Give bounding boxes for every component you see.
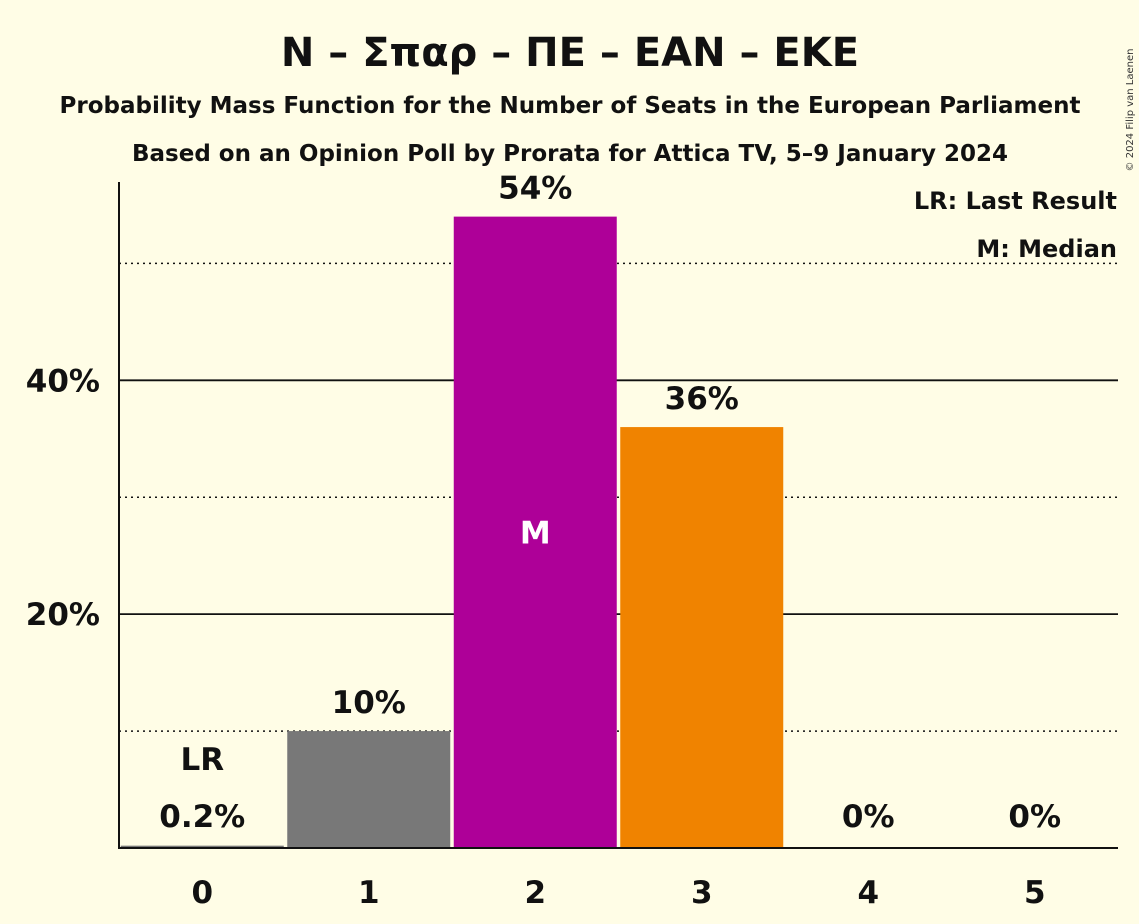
bar-0	[120, 845, 284, 848]
median-marker: M	[520, 515, 551, 551]
x-tick-label: 1	[358, 875, 380, 911]
legend-median: M: Median	[976, 235, 1117, 263]
x-tick-label: 2	[524, 875, 546, 911]
bar-1	[287, 731, 451, 848]
value-label-4: 0%	[842, 799, 895, 835]
x-tick-label: 0	[191, 875, 213, 911]
x-axis-ticks: 0 1 2 3 4 5	[191, 875, 1045, 911]
value-labels: 0.2% 10% 54% 36% 0% 0% LR M	[159, 171, 1061, 835]
gridlines	[119, 262, 1118, 732]
chart-subtitle: Probability Mass Function for the Number…	[60, 93, 1081, 119]
x-tick-label: 5	[1024, 875, 1046, 911]
chart-title: N – Σπαρ – ΠΕ – ΕΑΝ – ΕΚΕ	[281, 30, 859, 76]
value-label-2: 54%	[498, 171, 572, 207]
chart-subtitle-source: Based on an Opinion Poll by Prorata for …	[132, 141, 1008, 167]
y-axis-ticks: 20% 40%	[26, 363, 100, 633]
bar-2	[453, 216, 617, 849]
bar-3	[620, 427, 784, 848]
legend-last-result: LR: Last Result	[914, 187, 1117, 215]
value-label-0: 0.2%	[159, 799, 245, 835]
value-label-1: 10%	[332, 685, 406, 721]
y-tick-label: 20%	[26, 597, 100, 633]
bars	[120, 216, 784, 849]
copyright-notice: © 2024 Filip van Laenen	[1125, 49, 1136, 172]
y-tick-label: 40%	[26, 363, 100, 399]
x-tick-label: 4	[857, 875, 879, 911]
value-label-5: 0%	[1008, 799, 1061, 835]
last-result-marker: LR	[180, 742, 224, 778]
value-label-3: 36%	[665, 381, 739, 417]
x-tick-label: 3	[691, 875, 713, 911]
